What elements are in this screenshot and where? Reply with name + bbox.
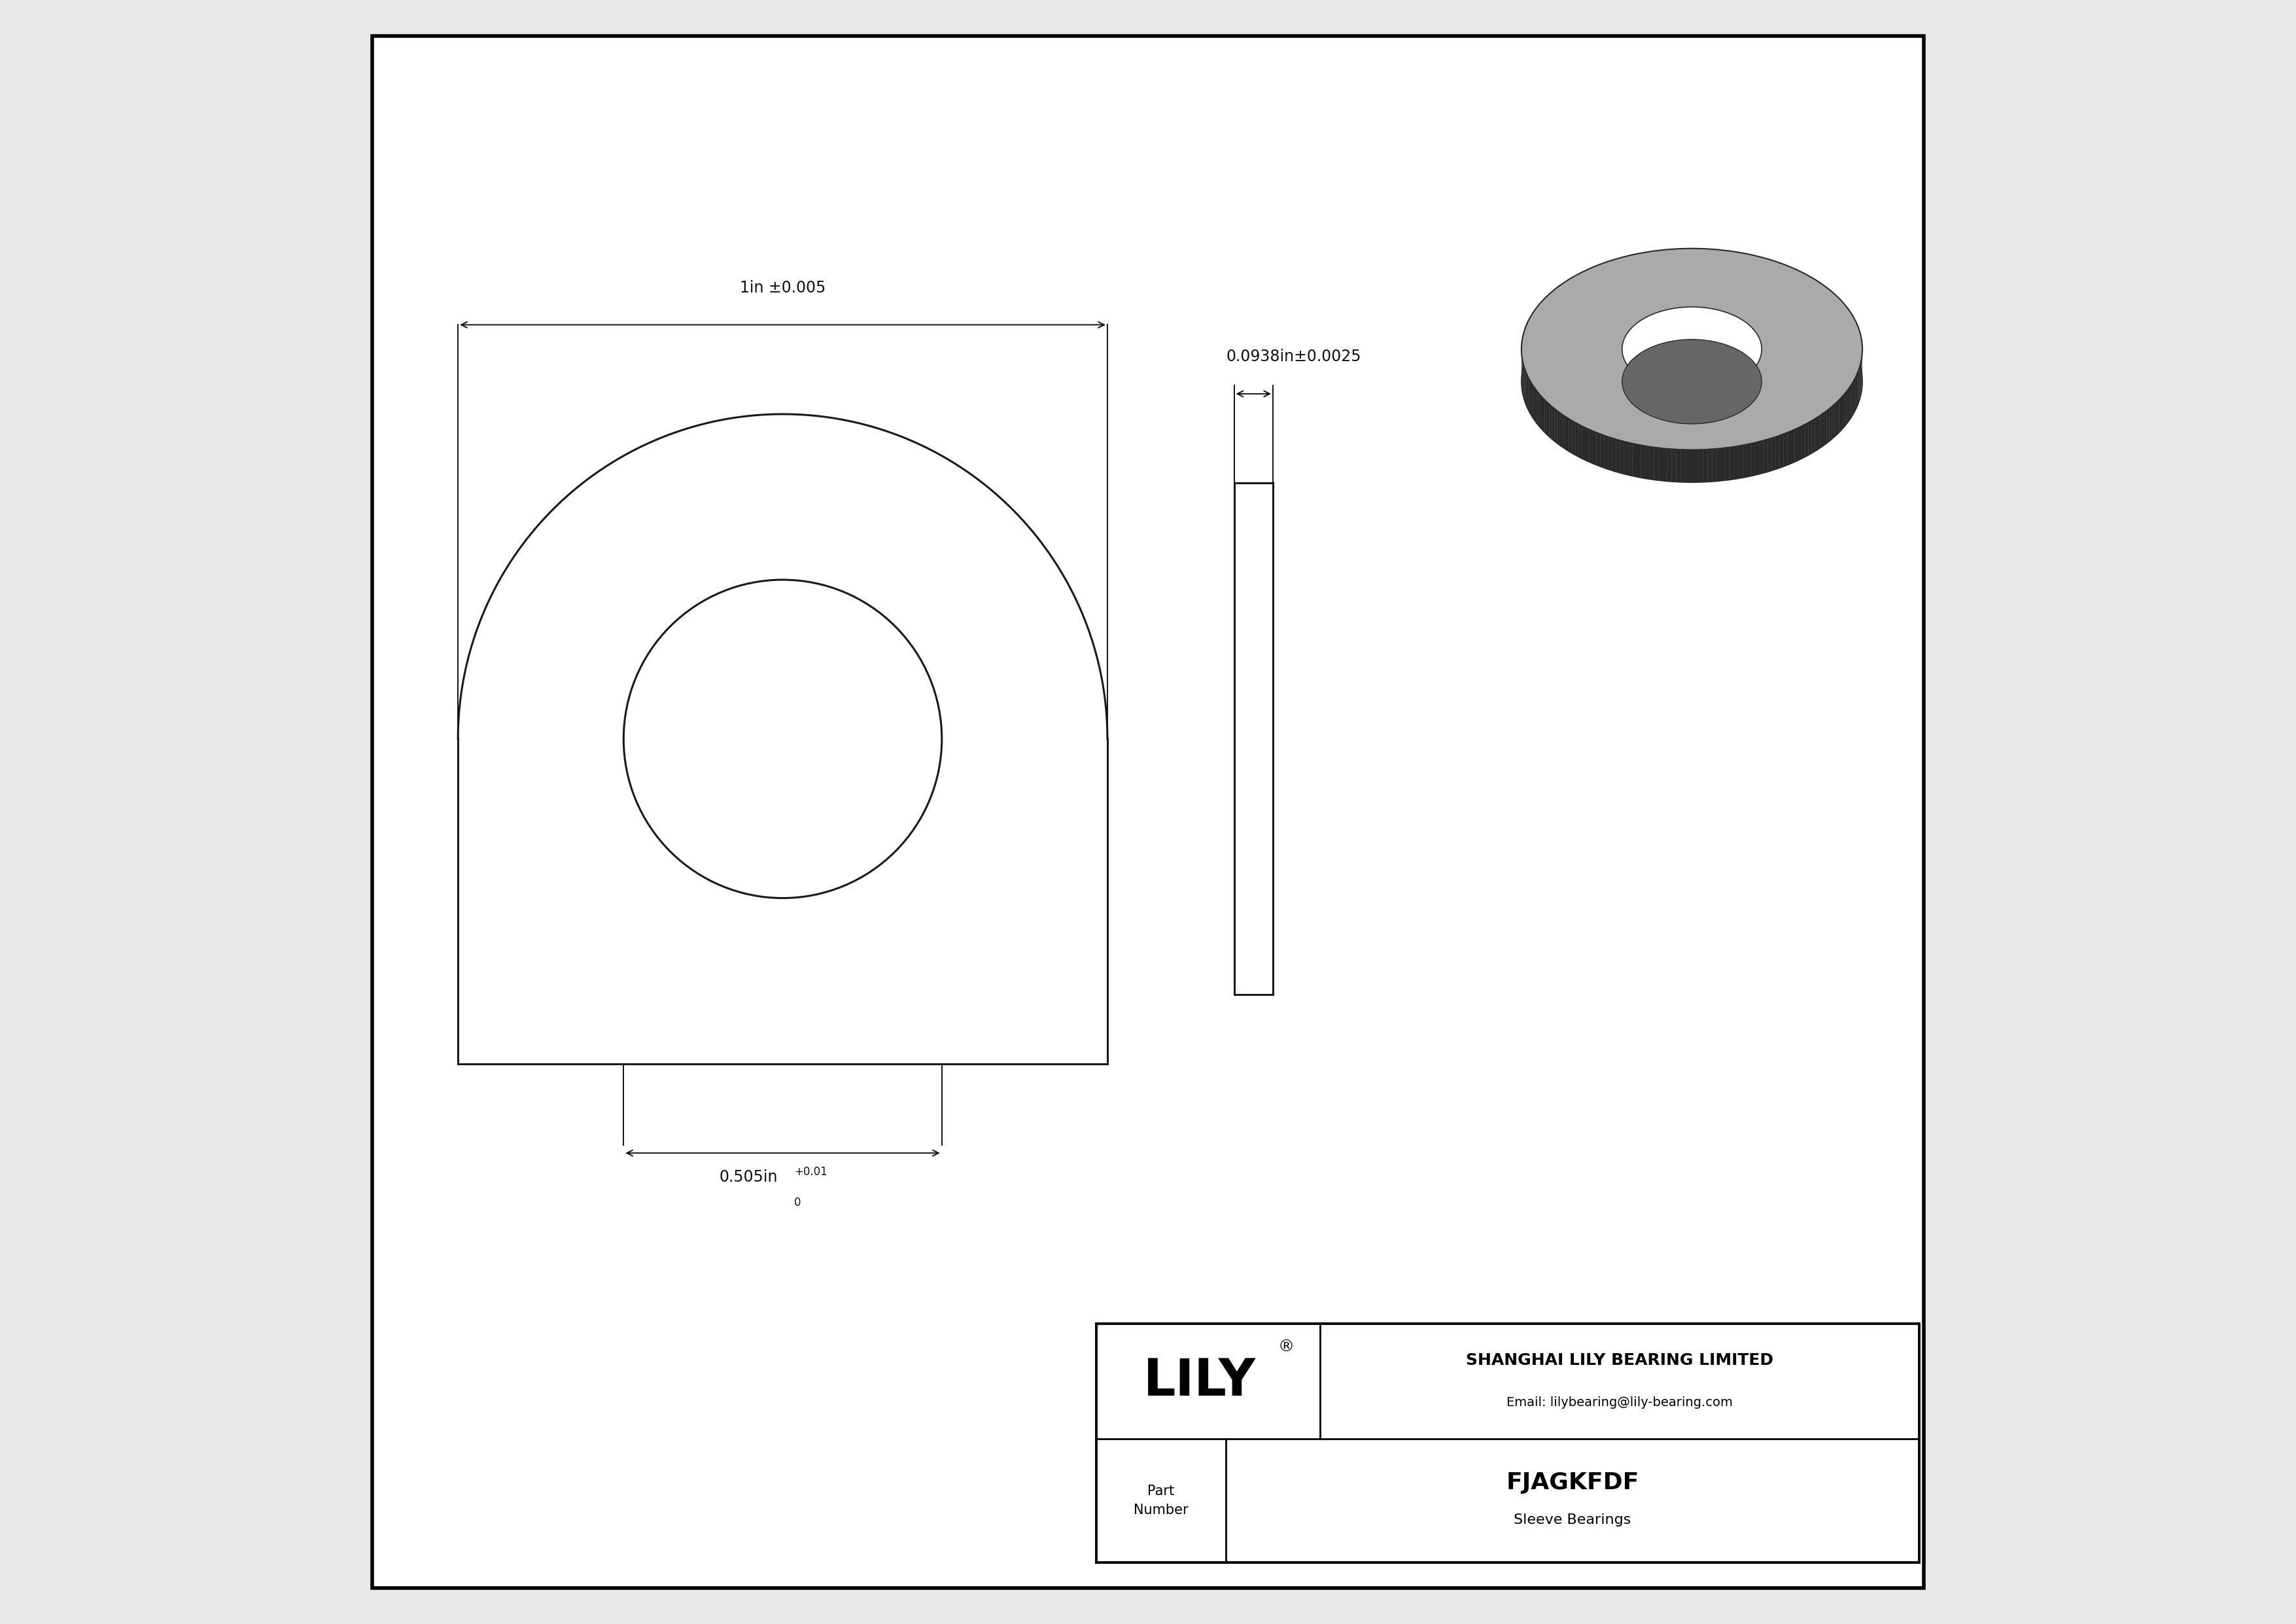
- Polygon shape: [1768, 438, 1773, 473]
- Polygon shape: [1621, 440, 1623, 474]
- Ellipse shape: [1522, 281, 1862, 482]
- Polygon shape: [1763, 440, 1768, 473]
- Polygon shape: [1713, 448, 1717, 482]
- Polygon shape: [1738, 445, 1743, 479]
- Polygon shape: [1752, 443, 1756, 476]
- Polygon shape: [1676, 450, 1681, 482]
- Text: Email: lilybearing@lily-bearing.com: Email: lilybearing@lily-bearing.com: [1506, 1397, 1733, 1408]
- Polygon shape: [1795, 427, 1798, 461]
- Polygon shape: [1830, 406, 1832, 442]
- Bar: [1095, 1324, 1919, 1562]
- Polygon shape: [1632, 443, 1637, 477]
- Polygon shape: [1802, 424, 1805, 458]
- Polygon shape: [1559, 412, 1564, 448]
- Polygon shape: [1733, 447, 1738, 479]
- Polygon shape: [1773, 437, 1775, 471]
- Text: 1in ±0.005: 1in ±0.005: [739, 279, 827, 296]
- Text: 0: 0: [794, 1197, 801, 1208]
- Bar: [1233, 482, 1272, 994]
- Text: LILY: LILY: [1143, 1356, 1256, 1406]
- Text: ®: ®: [1279, 1340, 1295, 1354]
- Polygon shape: [1575, 422, 1580, 456]
- Polygon shape: [1550, 404, 1552, 438]
- Polygon shape: [1605, 435, 1607, 469]
- Polygon shape: [1832, 404, 1835, 438]
- Polygon shape: [1779, 434, 1784, 468]
- Polygon shape: [1809, 421, 1812, 455]
- Polygon shape: [1649, 447, 1653, 479]
- Polygon shape: [1552, 406, 1554, 442]
- Polygon shape: [1658, 448, 1662, 481]
- Polygon shape: [1694, 450, 1699, 482]
- Polygon shape: [1708, 450, 1713, 482]
- Polygon shape: [1805, 422, 1809, 456]
- Text: FJAGKFDF: FJAGKFDF: [1506, 1471, 1639, 1494]
- Polygon shape: [1835, 403, 1837, 437]
- Polygon shape: [1616, 440, 1621, 473]
- Polygon shape: [1564, 416, 1566, 450]
- Polygon shape: [1662, 448, 1667, 481]
- Polygon shape: [1612, 438, 1616, 473]
- Polygon shape: [1828, 409, 1830, 443]
- Polygon shape: [1775, 435, 1779, 469]
- Polygon shape: [1545, 400, 1548, 435]
- Polygon shape: [1607, 437, 1612, 471]
- Polygon shape: [1704, 450, 1708, 482]
- Polygon shape: [1814, 417, 1818, 451]
- Ellipse shape: [1621, 339, 1761, 424]
- Polygon shape: [1724, 447, 1729, 481]
- Polygon shape: [1821, 412, 1823, 448]
- Text: 0.0938in±0.0025: 0.0938in±0.0025: [1226, 349, 1362, 364]
- Polygon shape: [1681, 450, 1685, 482]
- Polygon shape: [1580, 424, 1582, 458]
- Polygon shape: [1600, 434, 1605, 468]
- Ellipse shape: [1621, 307, 1761, 391]
- Polygon shape: [1628, 443, 1632, 476]
- Polygon shape: [1756, 442, 1759, 476]
- Polygon shape: [1837, 400, 1839, 435]
- Polygon shape: [1791, 429, 1795, 463]
- Polygon shape: [1653, 447, 1658, 481]
- Polygon shape: [1589, 429, 1593, 463]
- Text: SHANGHAI LILY BEARING LIMITED: SHANGHAI LILY BEARING LIMITED: [1465, 1353, 1773, 1367]
- Polygon shape: [1557, 411, 1559, 445]
- Text: +0.01: +0.01: [794, 1166, 827, 1177]
- Polygon shape: [1667, 448, 1671, 482]
- Polygon shape: [1722, 448, 1724, 481]
- Polygon shape: [1699, 450, 1704, 482]
- Polygon shape: [1685, 450, 1690, 482]
- Polygon shape: [1568, 419, 1573, 453]
- Polygon shape: [1623, 442, 1628, 476]
- Ellipse shape: [1621, 339, 1761, 424]
- Text: Sleeve Bearings: Sleeve Bearings: [1513, 1514, 1630, 1527]
- Polygon shape: [1582, 425, 1587, 460]
- Polygon shape: [1812, 419, 1814, 453]
- Polygon shape: [1717, 448, 1722, 481]
- Polygon shape: [1637, 445, 1642, 477]
- Polygon shape: [1747, 443, 1752, 477]
- Polygon shape: [1587, 427, 1589, 461]
- Polygon shape: [1786, 430, 1791, 464]
- Text: 0.505in: 0.505in: [719, 1169, 778, 1186]
- Ellipse shape: [1522, 248, 1862, 450]
- Polygon shape: [1566, 417, 1568, 451]
- Polygon shape: [1646, 447, 1649, 479]
- Polygon shape: [1642, 445, 1646, 479]
- Polygon shape: [1548, 403, 1550, 437]
- Polygon shape: [1729, 447, 1733, 479]
- Polygon shape: [1596, 432, 1600, 466]
- Polygon shape: [1554, 409, 1557, 443]
- Polygon shape: [1690, 450, 1694, 482]
- Polygon shape: [1743, 445, 1747, 477]
- Polygon shape: [1823, 411, 1828, 445]
- Polygon shape: [1593, 430, 1596, 464]
- Polygon shape: [1573, 421, 1575, 455]
- Polygon shape: [1759, 440, 1763, 474]
- Polygon shape: [1798, 425, 1802, 460]
- Text: Part
Number: Part Number: [1134, 1484, 1189, 1517]
- Polygon shape: [1784, 432, 1786, 466]
- Polygon shape: [1818, 416, 1821, 450]
- Polygon shape: [1671, 450, 1676, 482]
